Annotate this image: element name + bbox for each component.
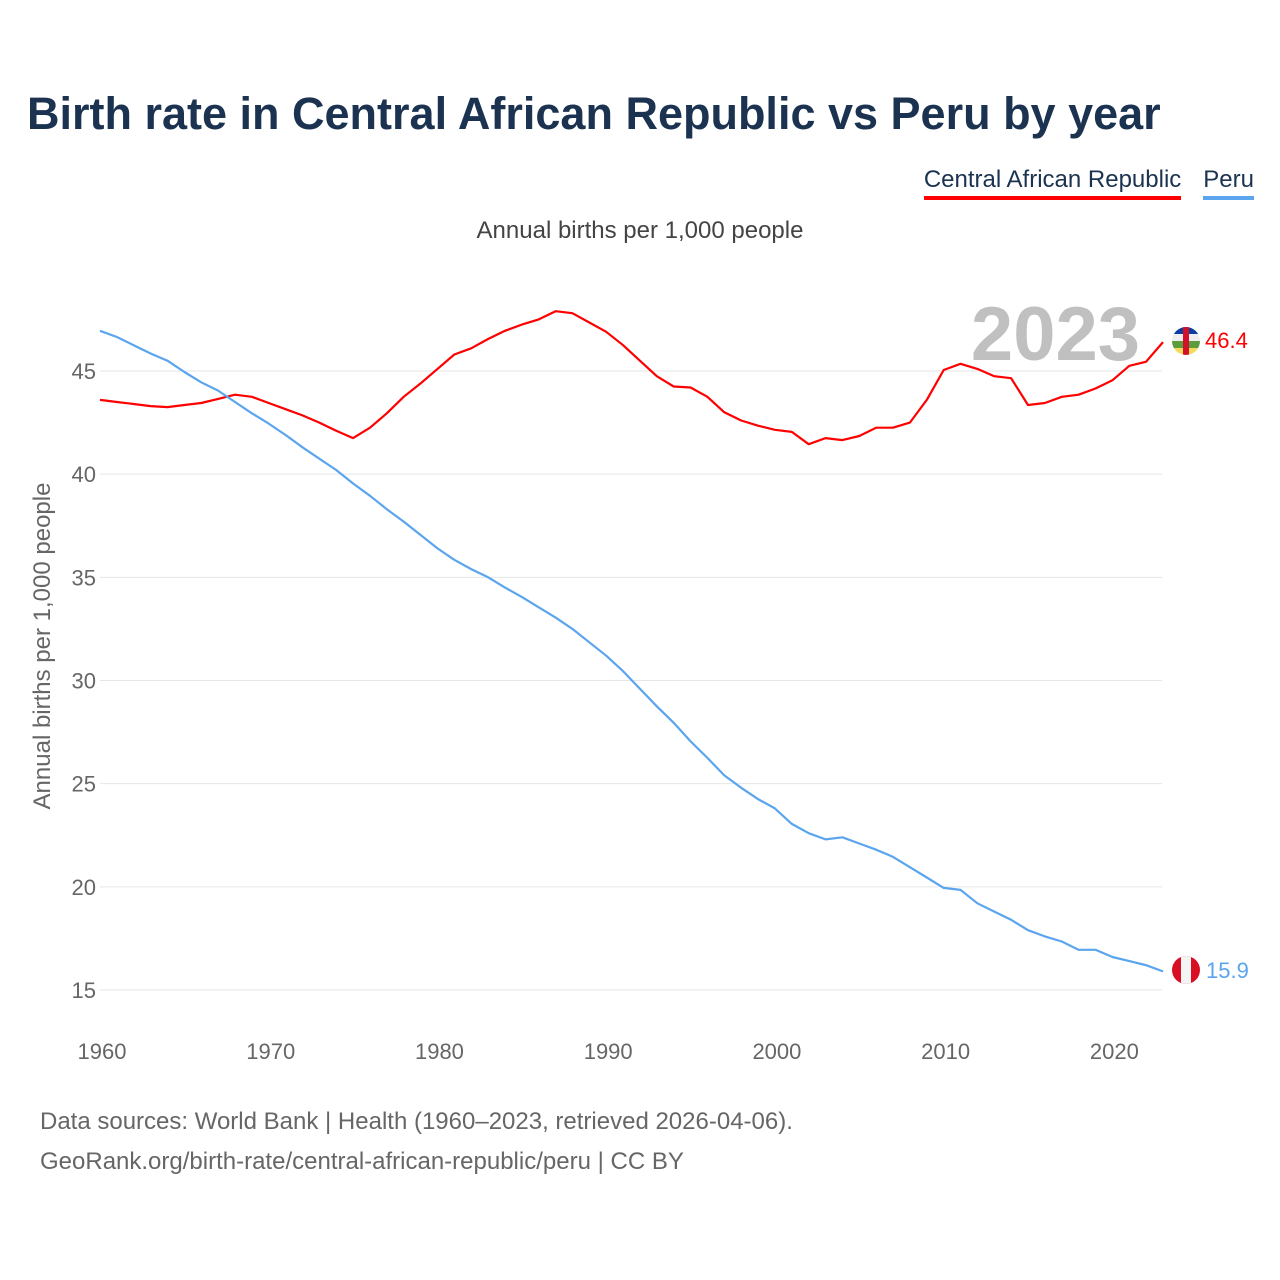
legend-item-peru[interactable]: Peru — [1203, 166, 1254, 200]
y-axis-label: Annual births per 1,000 people — [29, 483, 56, 810]
legend: Central African Republic Peru — [923, 166, 1254, 200]
series-line-car — [99, 310, 1164, 446]
x-tick-label: 1980 — [415, 1039, 464, 1064]
y-tick-label: 15 — [72, 978, 96, 1003]
y-tick-label: 30 — [72, 669, 96, 694]
x-tick-label: 2010 — [921, 1039, 970, 1064]
end-label-car: 46.4 — [1205, 328, 1248, 353]
y-tick-label: 45 — [72, 359, 96, 384]
chart-subtitle: Annual births per 1,000 people — [476, 217, 804, 244]
y-tick-label: 25 — [72, 772, 96, 797]
y-tick-label: 35 — [72, 565, 96, 590]
series-line-peru — [99, 329, 1164, 973]
year-watermark: 2023 — [971, 292, 1140, 377]
x-tick-label: 1960 — [78, 1039, 127, 1064]
y-tick-label: 40 — [72, 462, 96, 487]
x-tick-label: 1970 — [246, 1039, 295, 1064]
x-tick-label: 2000 — [752, 1039, 801, 1064]
y-tick-label: 20 — [72, 875, 96, 900]
footer-url[interactable]: GeoRank.org/birth-rate/central-african-r… — [40, 1148, 684, 1175]
chart-title: Birth rate in Central African Republic v… — [27, 88, 1161, 139]
central-african-republic-flag-icon — [1172, 327, 1200, 355]
end-label-peru: 15.9 — [1206, 958, 1249, 983]
peru-flag-icon — [1172, 956, 1200, 984]
legend-item-car[interactable]: Central African Republic — [923, 166, 1182, 200]
footer-sources: Data sources: World Bank | Health (1960–… — [40, 1108, 793, 1135]
x-tick-label: 1990 — [584, 1039, 633, 1064]
x-tick-label: 2020 — [1090, 1039, 1139, 1064]
line-chart: 15 20 25 30 35 40 45 1960 1970 1980 1990 2000 2010 20… — [29, 292, 1249, 1064]
